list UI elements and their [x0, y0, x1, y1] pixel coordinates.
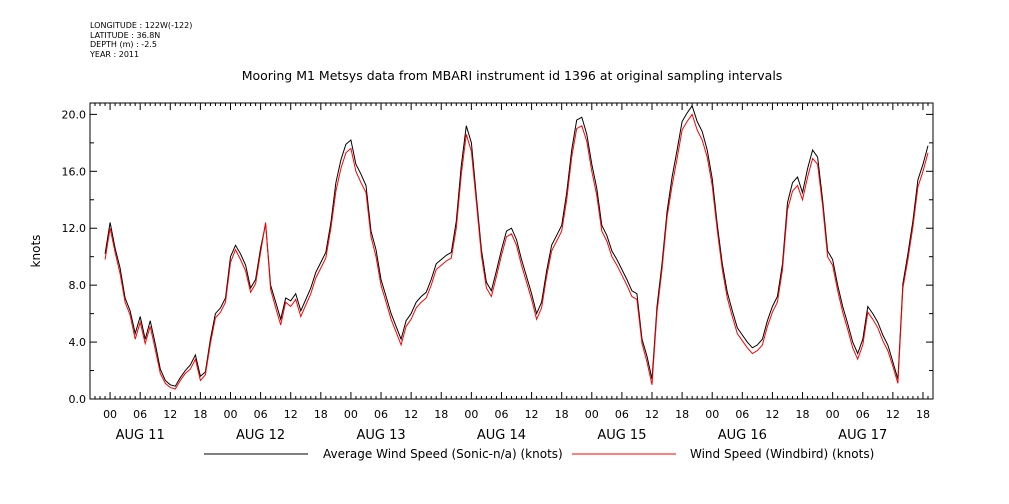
series-windbird-wind-speed-line — [104, 113, 929, 390]
x-hour-label: 00 — [826, 408, 840, 421]
x-hour-label: 18 — [555, 408, 569, 421]
x-day-label: AUG 16 — [718, 428, 767, 443]
x-hour-label: 18 — [314, 408, 328, 421]
x-hour-label: 06 — [374, 408, 388, 421]
x-hour-label: 06 — [735, 408, 749, 421]
plot-frame — [89, 102, 934, 400]
x-hour-label: 06 — [494, 408, 508, 421]
x-hour-label: 18 — [796, 408, 810, 421]
y-tick-label: 0.0 — [69, 393, 87, 406]
x-hour-label: 06 — [856, 408, 870, 421]
y-tick-label: 20.0 — [62, 108, 87, 121]
x-hour-label: 06 — [615, 408, 629, 421]
year-text: YEAR : 2011 — [90, 49, 140, 59]
legend: Average Wind Speed (Sonic-n/a) (knots) Wi… — [204, 447, 874, 461]
x-hour-label: 12 — [404, 408, 418, 421]
x-hour-label: 12 — [765, 408, 779, 421]
x-day-label: AUG 12 — [236, 428, 285, 443]
x-axis: 00 06 12 18 AUG 11 00 06 12 18 AUG 12 00 06 12 18 AUG … — [89, 103, 934, 443]
metadata-block: LONGITUDE : 122W(-122) LATITUDE : 36.8N … — [90, 21, 192, 59]
depth-text: DEPTH (m) : -2.5 — [90, 40, 157, 49]
legend-label-average: Average Wind Speed (Sonic-n/a) (knots) — [323, 447, 563, 461]
series-layer — [104, 104, 929, 390]
x-day-label: AUG 17 — [838, 428, 887, 443]
x-hour-label: 18 — [193, 408, 207, 421]
x-hour-label: 00 — [224, 408, 238, 421]
y-tick-label: 16.0 — [62, 165, 87, 178]
chart-title: Mooring M1 Metsys data from MBARI instru… — [242, 68, 783, 83]
y-axis: 0.0 4.0 8.0 12.0 16.0 20.0 — [62, 108, 933, 406]
longitude-text: LONGITUDE : 122W(-122) — [90, 21, 193, 30]
x-hour-label: 00 — [585, 408, 599, 421]
latitude-text: LATITUDE : 36.8N — [90, 30, 161, 40]
y-tick-label: 4.0 — [69, 336, 87, 349]
y-axis-label: knots — [29, 235, 43, 268]
x-hour-label: 18 — [675, 408, 689, 421]
x-hour-label: 12 — [886, 408, 900, 421]
legend-label-windbird: Wind Speed (Windbird) (knots) — [690, 447, 874, 461]
x-hour-label: 06 — [133, 408, 147, 421]
x-hour-label: 18 — [916, 408, 930, 421]
x-day-label: AUG 11 — [116, 428, 165, 443]
x-hour-label: 12 — [284, 408, 298, 421]
x-hour-label: 12 — [525, 408, 539, 421]
x-hour-label: 06 — [254, 408, 268, 421]
x-hour-label: 00 — [705, 408, 719, 421]
x-hour-label: 12 — [163, 408, 177, 421]
y-tick-label: 8.0 — [69, 279, 87, 292]
x-day-label: AUG 14 — [477, 428, 526, 443]
x-day-label: AUG 13 — [356, 428, 405, 443]
x-hour-label: 00 — [344, 408, 358, 421]
x-hour-label: 12 — [645, 408, 659, 421]
y-tick-label: 12.0 — [62, 222, 87, 235]
series-average-wind-speed-line — [104, 104, 929, 387]
x-hour-label: 18 — [434, 408, 448, 421]
x-hour-label: 00 — [464, 408, 478, 421]
x-day-label: AUG 15 — [597, 428, 646, 443]
x-hour-label: 00 — [103, 408, 117, 421]
